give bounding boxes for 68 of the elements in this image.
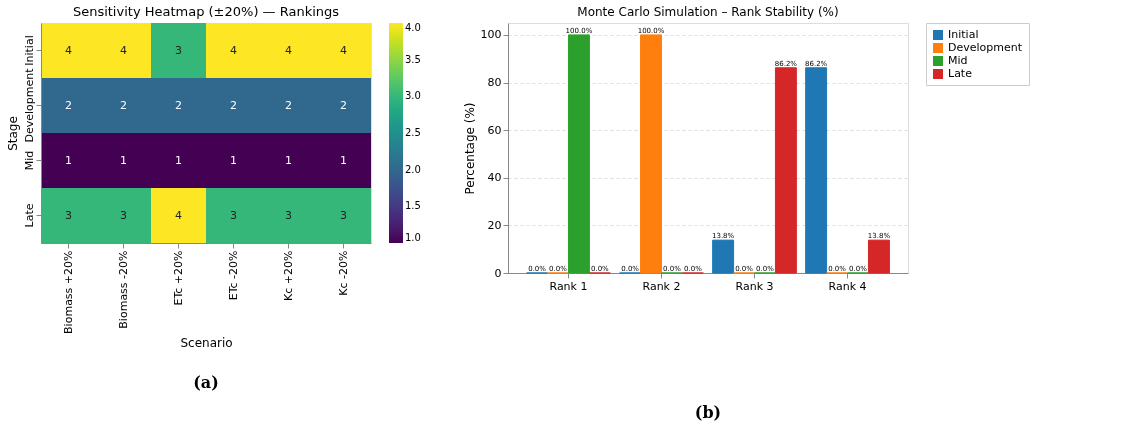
- chart-title: Monte Carlo Simulation – Rank Stability (%): [577, 4, 839, 19]
- data-label: 1: [120, 153, 127, 167]
- data-label: 3: [65, 208, 72, 222]
- y-tick-label: 100: [480, 28, 502, 42]
- x-tick-label: ETc +20%: [171, 250, 185, 306]
- data-label: 1: [340, 153, 347, 167]
- legend-label: Development: [948, 41, 1023, 54]
- y-tick-label: 60: [487, 123, 502, 137]
- data-label: 1: [230, 153, 237, 167]
- text: (a): [193, 373, 219, 392]
- data-label: 1: [175, 153, 182, 167]
- bar: [805, 67, 828, 274]
- y-tick-label: Late: [22, 203, 36, 228]
- x-axis-title: Scenario: [180, 335, 233, 350]
- x-tick-label: Rank 4: [828, 279, 867, 293]
- x-tick-label: Rank 2: [642, 279, 681, 293]
- color-bar-label: 2.5: [405, 127, 421, 138]
- x-tick-label: Biomass -20%: [116, 250, 130, 329]
- x-tick-label: ETc -20%: [226, 250, 240, 301]
- data-label: 2: [285, 98, 292, 112]
- y-tick-label: Development: [22, 67, 36, 143]
- color-bar-label: 3.5: [405, 53, 421, 65]
- color-bar-label: 1.5: [405, 200, 421, 212]
- data-label: 4: [65, 43, 72, 57]
- x-tick-label: Biomass +20%: [61, 250, 75, 334]
- data-label: 4: [285, 43, 292, 57]
- bar: [567, 34, 590, 274]
- data-label: 2: [120, 98, 127, 112]
- data-label: 4: [120, 43, 127, 57]
- bar: [712, 239, 735, 274]
- bar: [774, 67, 797, 274]
- color-bar-label: 2.0: [405, 163, 421, 175]
- data-label: 2: [65, 98, 72, 112]
- y-tick-label: Mid: [22, 150, 36, 171]
- chart-title: Sensitivity Heatmap (±20%) — Rankings: [72, 4, 340, 19]
- color-bar-label: 3.0: [405, 90, 421, 102]
- x-tick-label: Rank 3: [735, 279, 774, 293]
- data-label: 2: [340, 98, 347, 112]
- y-axis-title: Percentage (%): [462, 102, 477, 195]
- data-label: 2: [230, 98, 237, 112]
- y-tick-label: Initial: [22, 35, 36, 66]
- y-axis-title: Stage: [5, 116, 20, 151]
- text: (b): [694, 403, 722, 422]
- data-label: 3: [285, 208, 292, 222]
- data-label: 2: [175, 98, 182, 112]
- y-tick-label: 20: [487, 218, 502, 232]
- y-tick-label: 0: [494, 266, 502, 280]
- x-tick-label: Rank 1: [549, 279, 588, 293]
- legend-label: Mid: [948, 54, 968, 67]
- x-tick-label: Kc -20%: [336, 250, 350, 296]
- legend-label: Late: [948, 67, 973, 80]
- bar: [867, 239, 890, 274]
- y-tick-label: 40: [487, 171, 502, 185]
- data-label: 3: [175, 43, 182, 57]
- y-tick-label: 80: [487, 76, 502, 90]
- data-label: 3: [340, 208, 347, 222]
- data-label: 4: [340, 43, 347, 57]
- x-tick-label: Kc +20%: [281, 250, 295, 301]
- data-label: 1: [65, 153, 72, 167]
- legend-label: Initial: [948, 28, 979, 41]
- data-label: 1: [285, 153, 292, 167]
- color-bar-label: 4.0: [405, 22, 421, 33]
- bar: [640, 34, 662, 274]
- color-bar-label: 1.0: [405, 232, 421, 243]
- data-label: 4: [230, 43, 237, 57]
- data-label: 4: [175, 208, 182, 222]
- data-label: 3: [230, 208, 237, 222]
- data-label: 3: [120, 208, 127, 222]
